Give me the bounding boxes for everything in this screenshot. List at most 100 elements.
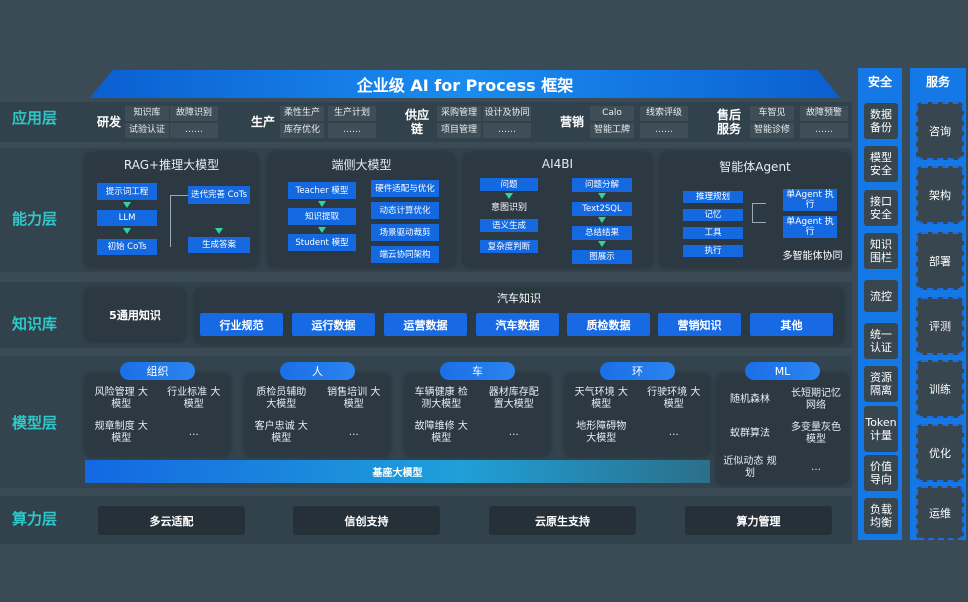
app-item: 采购管理	[437, 106, 481, 121]
model-card	[405, 374, 550, 456]
connector-line	[752, 203, 766, 223]
model-item: 行驶环境 大模型	[647, 387, 701, 410]
security-item: 数据 备份	[864, 103, 898, 139]
model-item: 器材库存配 置大模型	[488, 387, 539, 410]
security-item: 知识 围栏	[864, 233, 898, 269]
agent-title: 智能体Agent	[719, 159, 791, 174]
app-item: 智能诊修	[750, 123, 794, 138]
model-item: …	[668, 427, 679, 438]
app-item: 生产计划	[328, 106, 376, 121]
arrow-down-icon	[505, 193, 513, 199]
app-item: 线索评级	[640, 106, 688, 121]
edge-side-item: 动态计算优化	[371, 202, 439, 219]
model-item: …	[811, 462, 821, 473]
auto-knowledge-title: 汽车知识	[497, 292, 541, 305]
app-item: 库存优化	[280, 123, 324, 138]
app-item: 知识库	[125, 106, 169, 121]
edge-side-item: 端云协同架构	[371, 246, 439, 263]
ai4bi-item: 问题	[480, 178, 538, 191]
ai4bi-item: Text2SQL	[572, 202, 632, 216]
app-item: 柔性生产	[280, 106, 324, 121]
knowledge-item[interactable]: 运营数据	[384, 313, 467, 336]
app-group-label: 供应链	[404, 108, 429, 136]
knowledge-item[interactable]: 运行数据	[292, 313, 375, 336]
service-item: 咨询	[916, 102, 964, 160]
model-item: 天气环境 大模型	[574, 387, 628, 410]
agent-item: 记忆	[683, 209, 743, 221]
model-card	[85, 374, 230, 456]
compute-item: 云原生支持	[489, 506, 636, 535]
security-item: Token 计量	[864, 406, 898, 452]
model-item: 长短期记忆 网络	[791, 388, 841, 411]
security-item: 接口 安全	[864, 190, 898, 226]
arrow-down-icon	[318, 227, 326, 233]
app-item: 故障识别	[170, 106, 218, 121]
knowledge-item[interactable]: 质检数据	[567, 313, 650, 336]
model-item: 近似动态 规划	[723, 456, 777, 479]
framework-title: 企业级 AI for Process 框架	[90, 70, 840, 98]
edge-side-item: 硬件适配与优化	[371, 180, 439, 197]
layer-label: 能力层	[12, 210, 58, 228]
model-category-pill: 组织	[120, 362, 195, 380]
agent-exec: 单Agent 执行	[783, 189, 837, 211]
model-category-pill: 车	[440, 362, 515, 380]
model-card-ml	[717, 374, 848, 484]
edge-title: 端侧大模型	[331, 157, 392, 172]
rag-step: LLM	[97, 210, 157, 226]
service-item: 运维	[916, 486, 964, 540]
layer-label: 知识库	[12, 315, 58, 333]
security-item: 模型 安全	[864, 146, 898, 182]
model-category-pill: 人	[280, 362, 355, 380]
knowledge-item[interactable]: 其他	[750, 313, 833, 336]
rag-step: 迭代完善 CoTs	[188, 186, 250, 204]
model-category-pill: 环	[600, 362, 675, 380]
model-card	[245, 374, 390, 456]
connector-line	[170, 195, 188, 247]
app-item: 设计及协同	[483, 106, 531, 121]
ai4bi-item: 意图识别	[490, 203, 527, 213]
model-item: 多变量灰色 模型	[791, 422, 841, 445]
rag-step: 生成答案	[188, 237, 250, 253]
model-item: 地形障碍物 大模型	[576, 421, 627, 444]
arrow-down-icon	[598, 241, 606, 247]
model-card	[565, 374, 710, 456]
security-item: 负载 均衡	[864, 498, 898, 534]
knowledge-item[interactable]: 汽车数据	[476, 313, 559, 336]
model-category-pill: ML	[745, 362, 820, 380]
app-group-label: 售后服务	[716, 108, 741, 136]
agent-exec: 单Agent 执行	[783, 216, 837, 238]
rag-title: RAG+推理大模型	[123, 157, 220, 172]
compute-item: 信创支持	[293, 506, 440, 535]
arrow-down-icon	[123, 228, 131, 234]
knowledge-item[interactable]: 营销知识	[658, 313, 741, 336]
compute-item: 算力管理	[685, 506, 832, 535]
model-item: 销售培训 大模型	[327, 387, 381, 410]
model-item: 随机森林	[730, 394, 770, 405]
app-item: 试验认证	[125, 123, 169, 138]
ai4bi-item: 语义生成	[480, 219, 538, 232]
model-item: 故障维修 大模型	[414, 421, 468, 444]
security-item: 资源 隔离	[864, 366, 898, 402]
service-item: 部署	[916, 232, 964, 290]
ai4bi-item: 总结结果	[572, 226, 632, 240]
security-item: 价值 导向	[864, 455, 898, 491]
layer-label: 应用层	[12, 109, 58, 127]
service-item: 评测	[916, 297, 964, 355]
edge-side-item: 场景驱动裁剪	[371, 224, 439, 241]
edge-flow-step: 知识提取	[288, 208, 356, 225]
security-item: 统一 认证	[864, 323, 898, 359]
rag-step: 初始 CoTs	[97, 239, 157, 255]
model-item: 车辆健康 检测大模型	[414, 387, 468, 410]
compute-item: 多云适配	[98, 506, 245, 535]
knowledge-item[interactable]: 行业规范	[200, 313, 283, 336]
app-item: 车智见	[750, 106, 794, 121]
model-item: …	[348, 427, 359, 438]
edge-flow-step: Student 模型	[288, 234, 356, 251]
app-item: ……	[170, 123, 218, 138]
app-item: 故障预警	[800, 106, 848, 121]
arrow-down-icon	[318, 201, 326, 207]
app-item: ……	[483, 123, 531, 138]
agent-item: 执行	[683, 245, 743, 257]
model-item: 行业标准 大模型	[167, 387, 221, 410]
model-item: …	[188, 427, 199, 438]
